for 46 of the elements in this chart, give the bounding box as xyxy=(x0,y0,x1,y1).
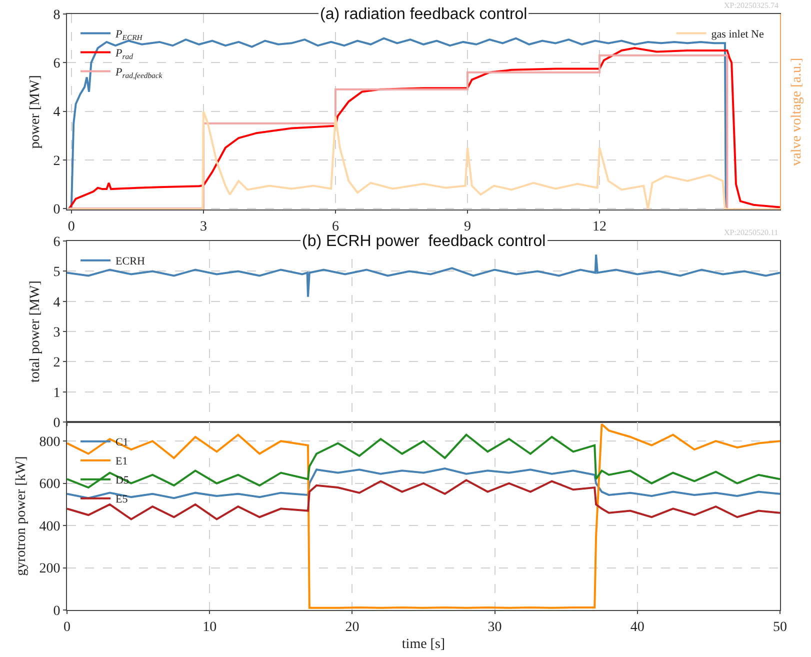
y-tick-label: 5 xyxy=(53,265,60,280)
y-tick-label: 2 xyxy=(53,356,60,371)
y-tick-label: 0 xyxy=(53,202,60,218)
legend-label: P$_{ECRH}$ xyxy=(114,28,143,42)
y-tick-label: 200 xyxy=(39,562,60,577)
x-tick-label: 3 xyxy=(200,220,207,235)
legend-label: P$_{rad,feedback}$ xyxy=(114,66,163,80)
x-tick-label: 30 xyxy=(488,620,502,635)
x-tick-label: 12 xyxy=(592,220,607,235)
x-axis-title: time [s] xyxy=(402,637,446,652)
x-tick-label: 6 xyxy=(332,220,339,235)
legend-label: P$_{rad}$ xyxy=(114,48,134,61)
legend-label: E1 xyxy=(116,456,128,468)
x-tick-label: 20 xyxy=(345,620,360,635)
x-tick-label: 40 xyxy=(630,620,644,635)
x-tick-label: 10 xyxy=(202,620,217,635)
y-axis-title: power [MW] xyxy=(28,75,43,149)
y-axis-title: valve voltage [a.u.] xyxy=(789,58,804,166)
y-tick-label: 2 xyxy=(53,154,60,169)
chart-title: (a) radiation feedback control xyxy=(320,6,528,23)
x-tick-label: 0 xyxy=(64,620,70,635)
y-axis-title: gyrotron power [kW] xyxy=(14,456,29,576)
line-series xyxy=(67,254,780,298)
y-tick-label: 4 xyxy=(53,295,60,310)
y-tick-label: 4 xyxy=(53,105,60,120)
y-tick-label: 600 xyxy=(39,477,60,492)
y-tick-label: 0 xyxy=(53,416,60,431)
y-tick-label: 6 xyxy=(53,234,60,250)
line-series xyxy=(67,434,780,489)
y-tick-label: 8 xyxy=(53,8,60,23)
y-tick-label: 0 xyxy=(53,604,60,619)
y-tick-label: 400 xyxy=(39,519,60,534)
x-tick-label: 0 xyxy=(68,220,75,235)
y-tick-label: 3 xyxy=(53,325,60,340)
y-tick-label: 1 xyxy=(53,386,60,401)
x-tick-label: 50 xyxy=(773,620,787,635)
y-tick-label: 6 xyxy=(53,56,60,72)
text: XP:20250325.74 xyxy=(724,1,778,10)
chart-title: (b) ECRH power feedback control xyxy=(302,233,546,250)
legend-label: gas inlet Ne xyxy=(711,28,764,41)
text: XP:20250520.11 xyxy=(724,228,778,237)
x-tick-label: 9 xyxy=(464,220,472,235)
y-tick-label: 800 xyxy=(39,435,60,450)
legend-label: ECRH xyxy=(116,256,145,268)
legend-label: E5 xyxy=(116,494,128,506)
y-axis-title: total power [MW] xyxy=(28,280,43,383)
